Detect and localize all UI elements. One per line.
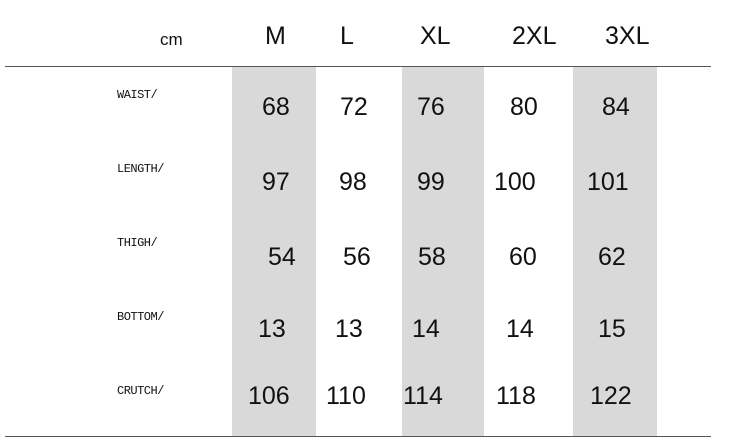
size-value: 76 [417,93,445,121]
size-value: 122 [590,382,632,410]
size-value: 58 [418,243,446,271]
size-value: 15 [598,315,626,343]
size-header: 3XL [605,22,650,50]
size-value: 54 [268,243,296,271]
size-value: 84 [602,93,630,121]
row-label: CRUTCH/ [117,384,164,398]
size-value: 60 [509,243,537,271]
size-value: 72 [340,93,368,121]
size-value: 14 [412,315,440,343]
column-highlight-xl [402,67,484,436]
size-value: 114 [403,382,443,410]
header-divider [5,66,711,67]
size-value: 62 [598,243,626,271]
size-value: 100 [494,168,536,196]
size-header: L [340,22,354,50]
size-value: 106 [248,382,290,410]
row-label: THIGH/ [117,236,158,250]
size-header: M [265,22,286,50]
bottom-divider [5,436,711,437]
row-label: BOTTOM/ [117,310,164,324]
size-header: 2XL [512,22,557,50]
size-value: 14 [506,315,534,343]
size-value: 110 [326,382,366,410]
size-value: 98 [339,168,367,196]
size-value: 99 [417,168,445,196]
size-value: 118 [496,382,536,410]
size-value: 68 [262,93,290,121]
size-value: 13 [335,315,363,343]
size-value: 101 [587,168,629,196]
column-highlight-3xl [573,67,657,436]
size-value: 56 [343,243,371,271]
size-value: 97 [262,168,290,196]
unit-label: cm [160,30,183,49]
row-label: WAIST/ [117,88,158,102]
size-value: 13 [258,315,286,343]
size-value: 80 [510,93,538,121]
row-label: LENGTH/ [117,162,164,176]
column-highlight-m [232,67,316,436]
size-header: XL [420,22,451,50]
